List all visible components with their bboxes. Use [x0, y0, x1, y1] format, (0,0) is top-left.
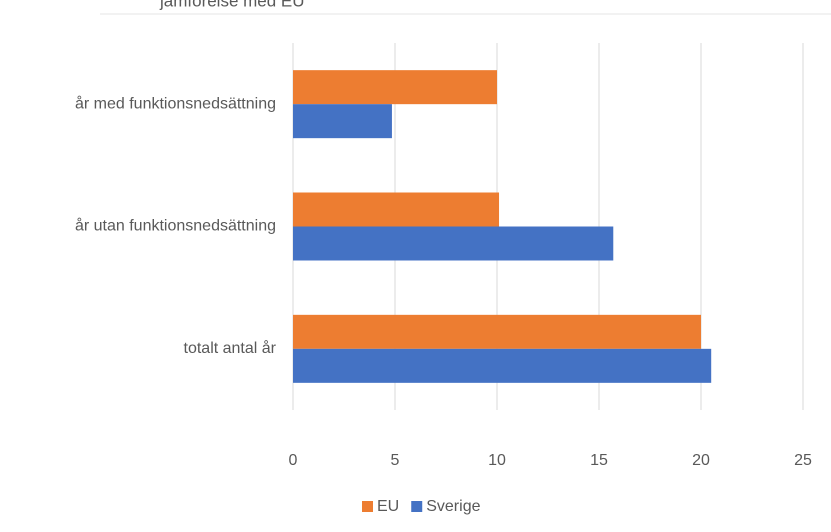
bar [293, 70, 497, 105]
legend-swatch [411, 501, 423, 512]
y-tick-label: år utan funktionsnedsättning [75, 217, 276, 235]
bar [293, 104, 392, 139]
bar [293, 226, 614, 261]
x-tick-label: 10 [488, 452, 506, 469]
legend-label: Sverige [426, 498, 480, 515]
bar [293, 314, 701, 349]
legend-swatch [362, 501, 373, 512]
x-tick-label: 25 [794, 452, 812, 469]
x-tick-label: 0 [289, 452, 298, 469]
x-tick-label: 5 [391, 452, 400, 469]
y-tick-label: år med funktionsnedsättning [75, 94, 276, 112]
chart-title: jämförelse med EU [159, 0, 305, 10]
x-tick-label: 20 [692, 452, 710, 469]
x-tick-label: 15 [590, 452, 608, 469]
bar [293, 348, 712, 383]
y-tick-label: totalt antal år [184, 339, 277, 357]
legend-label: EU [377, 498, 399, 515]
bar [293, 192, 500, 227]
